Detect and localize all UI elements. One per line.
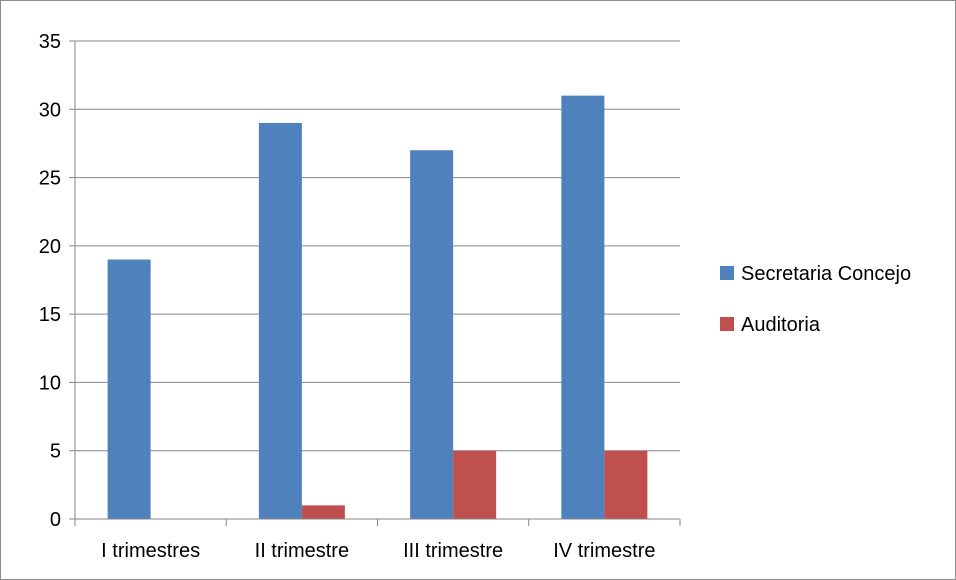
bar-auditoria-2 [301,505,345,519]
y-tick-label: 30 [39,99,61,121]
gridlines [75,40,680,452]
bar-secretaria-concejo-3 [410,150,454,519]
y-tick-label: 5 [50,441,61,463]
y-tick-label: 15 [39,304,61,326]
bar-secretaria-concejo-1 [107,259,151,519]
x-tick-label: III trimestre [403,540,503,562]
bar-auditoria-3 [453,450,497,519]
legend-label: Auditoria [741,314,821,336]
bar-secretaria-concejo-2 [258,122,302,519]
legend-label: Secretaria Concejo [741,263,911,285]
x-tick-label: II trimestre [255,540,349,562]
y-tick-label: 0 [50,509,61,531]
legend: Secretaria Concejo Auditoria [720,263,911,336]
bar-secretaria-concejo-4 [561,95,605,519]
x-tick-label: IV trimestre [553,540,655,562]
axes [69,40,681,526]
y-tick-label: 10 [39,372,61,394]
tick-labels: 0 5 10 15 20 25 30 35 I trimestres II trimestre II… [39,31,656,562]
x-tick-label: I trimestres [101,540,200,562]
legend-swatch-secretaria-concejo [720,266,734,280]
y-tick-label: 25 [39,168,61,190]
y-tick-label: 20 [39,236,61,258]
bar-auditoria-4 [604,450,648,519]
legend-swatch-auditoria [720,317,734,331]
bars [107,95,648,519]
y-tick-label: 35 [39,31,61,53]
